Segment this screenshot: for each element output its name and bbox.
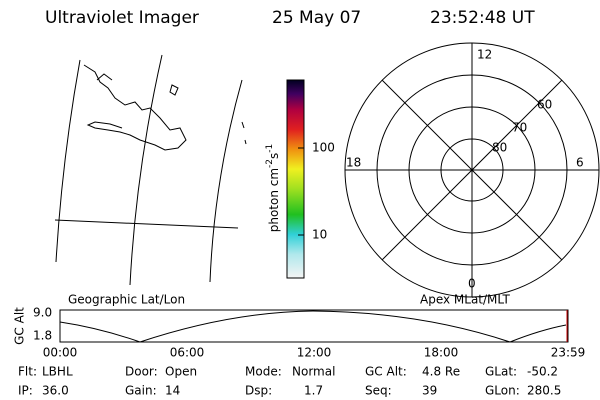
x-tick: 00:00 xyxy=(43,346,78,360)
mlt-label: 0 xyxy=(468,277,476,291)
timeline-title: Geographic Lat/Lon xyxy=(68,293,185,307)
field-label: Dsp: xyxy=(245,384,272,398)
lat-label: 70 xyxy=(512,121,527,135)
colorbar-tick: 100 xyxy=(312,141,335,155)
field-value: LBHL xyxy=(42,365,73,379)
field-value: 1.7 xyxy=(304,384,323,398)
y-label: GC Alt xyxy=(13,307,27,345)
mlt-label: 6 xyxy=(576,156,584,170)
mlt-label: 12 xyxy=(477,48,492,62)
field-value: 36.0 xyxy=(42,384,69,398)
field-label: Flt: xyxy=(18,365,37,379)
field-label: Door: xyxy=(125,365,158,379)
field-value: 14 xyxy=(165,384,180,398)
exponent: -1 xyxy=(265,144,275,153)
y-tick: 1.8 xyxy=(33,329,52,343)
field-value: 280.5 xyxy=(527,384,561,398)
title: Ultraviolet Imager xyxy=(45,8,199,28)
y-tick: 9.0 xyxy=(33,306,52,320)
color-bar xyxy=(286,79,305,279)
field-label: GC Alt: xyxy=(365,365,407,379)
colorbar-tick: 10 xyxy=(312,228,327,242)
x-tick: 06:00 xyxy=(170,346,205,360)
x-tick: 18:00 xyxy=(424,346,459,360)
unit: photon cm xyxy=(267,168,281,232)
field-value: Open xyxy=(165,365,197,379)
map xyxy=(54,54,247,286)
x-tick: 12:00 xyxy=(297,346,332,360)
field-label: Gain: xyxy=(125,384,157,398)
timeline-box xyxy=(59,309,569,343)
field-label: Seq: xyxy=(365,384,392,398)
lat-label: 80 xyxy=(492,141,507,155)
field-value: -50.2 xyxy=(527,365,558,379)
field-label: Mode: xyxy=(245,365,282,379)
field-value: 4.8 Re xyxy=(422,365,460,379)
mlt-label: 18 xyxy=(346,156,361,170)
colorbar-label: photon cm-2s-1 xyxy=(265,144,281,233)
field-value: 39 xyxy=(422,384,437,398)
field-value: Normal xyxy=(292,365,335,379)
exponent: -2 xyxy=(265,159,275,168)
unit: s xyxy=(267,153,281,159)
lat-label: 60 xyxy=(537,98,552,112)
date: 25 May 07 xyxy=(272,8,361,28)
altitude-curve xyxy=(59,310,567,343)
x-tick: 23:59 xyxy=(551,346,586,360)
polar-grid xyxy=(344,42,600,298)
field-label: IP: xyxy=(18,384,33,398)
timeline-title: Apex MLat/MLT xyxy=(420,293,510,307)
field-label: GLat: xyxy=(485,365,517,379)
field-label: GLon: xyxy=(485,384,520,398)
time: 23:52:48 UT xyxy=(430,8,535,28)
